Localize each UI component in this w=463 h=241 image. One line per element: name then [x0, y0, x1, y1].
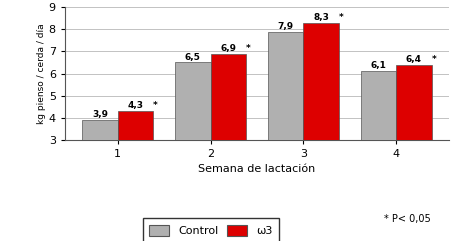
Text: 7,9: 7,9: [278, 22, 294, 31]
Bar: [118, 111, 153, 206]
Text: * P< 0,05: * P< 0,05: [384, 214, 431, 224]
Legend: Control, ω3: Control, ω3: [143, 218, 279, 241]
Bar: [268, 32, 303, 206]
Bar: [82, 120, 118, 206]
Text: 6,9: 6,9: [220, 44, 236, 53]
Text: 3,9: 3,9: [92, 110, 108, 119]
Text: *: *: [339, 13, 344, 22]
Text: *: *: [153, 101, 158, 110]
Text: 6,1: 6,1: [371, 61, 387, 70]
Bar: [396, 65, 432, 206]
Y-axis label: kg pienso / cerda / día: kg pienso / cerda / día: [37, 23, 46, 124]
Bar: [303, 23, 339, 206]
X-axis label: Semana de lactación: Semana de lactación: [198, 164, 316, 174]
Bar: [175, 62, 211, 206]
Text: *: *: [432, 55, 437, 64]
Text: 6,4: 6,4: [406, 55, 422, 64]
Text: 6,5: 6,5: [185, 53, 201, 62]
Text: 8,3: 8,3: [313, 13, 329, 22]
Text: *: *: [246, 44, 250, 53]
Text: 4,3: 4,3: [127, 101, 143, 110]
Bar: [211, 54, 246, 206]
Bar: [361, 71, 396, 206]
